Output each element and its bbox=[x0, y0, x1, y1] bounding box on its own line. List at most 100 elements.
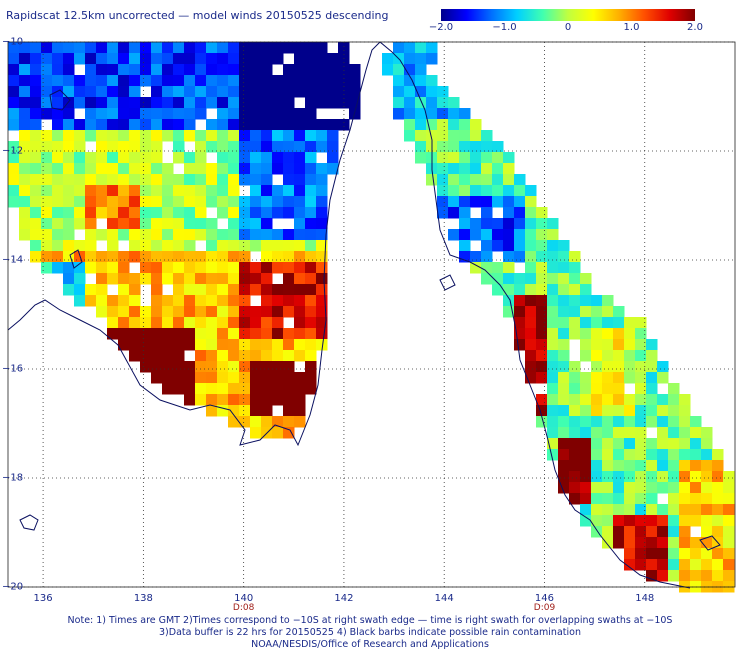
wind-cell bbox=[437, 152, 449, 164]
wind-cell bbox=[173, 262, 185, 274]
wind-cell bbox=[580, 295, 592, 307]
coastline-segment bbox=[69, 249, 83, 269]
wind-cell bbox=[569, 306, 581, 318]
wind-cell bbox=[96, 284, 108, 296]
wind-cell bbox=[96, 130, 108, 142]
wind-cell bbox=[569, 295, 581, 307]
wind-cell bbox=[173, 174, 185, 186]
wind-cell bbox=[52, 97, 64, 109]
wind-cell bbox=[283, 394, 295, 406]
wind-cell bbox=[613, 372, 625, 384]
wind-cell bbox=[514, 273, 526, 285]
wind-cell bbox=[8, 152, 20, 164]
wind-cell bbox=[217, 339, 229, 351]
wind-cell bbox=[96, 207, 108, 219]
wind-cell bbox=[261, 416, 273, 428]
wind-cell bbox=[129, 75, 141, 87]
wind-cell bbox=[129, 86, 141, 98]
wind-cell bbox=[118, 229, 130, 241]
longitude-label: 136 bbox=[33, 593, 53, 604]
wind-cell bbox=[250, 196, 262, 208]
wind-cell bbox=[437, 86, 449, 98]
wind-cell bbox=[228, 350, 240, 362]
wind-cell bbox=[305, 273, 317, 285]
wind-cell bbox=[547, 394, 559, 406]
wind-cell bbox=[283, 130, 295, 142]
wind-cell bbox=[85, 240, 97, 252]
wind-cell bbox=[118, 174, 130, 186]
wind-cell bbox=[272, 306, 284, 318]
wind-cell bbox=[591, 471, 603, 483]
wind-cell bbox=[52, 229, 64, 241]
wind-cell bbox=[195, 196, 207, 208]
wind-cell bbox=[437, 185, 449, 197]
wind-cell bbox=[294, 218, 306, 230]
wind-cell bbox=[52, 75, 64, 87]
wind-cell bbox=[635, 427, 647, 439]
wind-cell bbox=[173, 350, 185, 362]
wind-cell bbox=[41, 86, 53, 98]
wind-cell bbox=[569, 273, 581, 285]
wind-cell bbox=[393, 64, 405, 76]
coastline-segment bbox=[699, 535, 721, 551]
wind-cell bbox=[63, 262, 75, 274]
wind-cell bbox=[272, 130, 284, 142]
wind-cell bbox=[195, 372, 207, 384]
wind-cell bbox=[184, 218, 196, 230]
wind-cell bbox=[514, 317, 526, 329]
wind-cell bbox=[294, 273, 306, 285]
wind-cell bbox=[52, 152, 64, 164]
wind-cell bbox=[96, 196, 108, 208]
wind-cell bbox=[195, 185, 207, 197]
wind-cell bbox=[239, 75, 251, 87]
wind-cell bbox=[591, 482, 603, 494]
wind-cell bbox=[129, 185, 141, 197]
wind-cell bbox=[613, 405, 625, 417]
wind-cell bbox=[657, 471, 669, 483]
wind-cell bbox=[437, 119, 449, 131]
wind-cell bbox=[283, 207, 295, 219]
wind-cell bbox=[283, 152, 295, 164]
wind-cell bbox=[470, 185, 482, 197]
colorbar-tick-label: 1.0 bbox=[623, 22, 640, 33]
wind-cell bbox=[261, 240, 273, 252]
wind-cell bbox=[426, 108, 438, 120]
wind-cell bbox=[316, 53, 328, 65]
wind-cell bbox=[723, 559, 735, 571]
wind-cell bbox=[602, 471, 614, 483]
wind-cell bbox=[316, 251, 328, 263]
wind-cell bbox=[415, 119, 427, 131]
wind-cell bbox=[250, 427, 262, 439]
wind-cell bbox=[195, 361, 207, 373]
wind-cell bbox=[63, 130, 75, 142]
wind-cell bbox=[96, 86, 108, 98]
wind-cell bbox=[701, 427, 713, 439]
wind-cell bbox=[118, 306, 130, 318]
wind-cell bbox=[415, 108, 427, 120]
wind-cell bbox=[613, 526, 625, 538]
wind-cell bbox=[107, 218, 119, 230]
wind-cell bbox=[239, 394, 251, 406]
wind-cell bbox=[668, 416, 680, 428]
wind-cell bbox=[228, 86, 240, 98]
wind-cell bbox=[85, 53, 97, 65]
wind-cell bbox=[206, 328, 218, 340]
wind-cell bbox=[459, 207, 471, 219]
wind-cell bbox=[492, 174, 504, 186]
wind-cell bbox=[657, 427, 669, 439]
wind-cell bbox=[569, 262, 581, 274]
wind-cell bbox=[74, 218, 86, 230]
wind-cell bbox=[580, 493, 592, 505]
wind-cell bbox=[316, 64, 328, 76]
wind-cell bbox=[393, 86, 405, 98]
wind-cell bbox=[217, 196, 229, 208]
wind-cell bbox=[503, 185, 515, 197]
wind-cell bbox=[228, 152, 240, 164]
wind-cell bbox=[63, 185, 75, 197]
wind-cell bbox=[206, 383, 218, 395]
wind-cell bbox=[217, 284, 229, 296]
wind-cell bbox=[294, 152, 306, 164]
wind-cell bbox=[503, 262, 515, 274]
wind-cell bbox=[140, 64, 152, 76]
wind-cell bbox=[404, 97, 416, 109]
